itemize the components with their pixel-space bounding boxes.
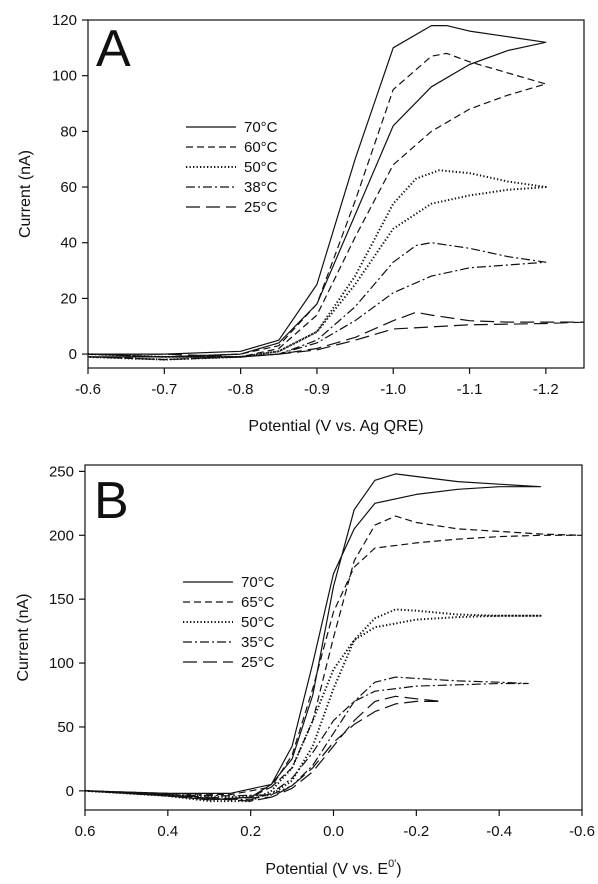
legend-label: 25°C [244, 199, 278, 216]
panel-b: 70°C 65°C 50°C 35°C 25°C 0.6 0.4 0.2 0.0 -0.2 -0.… [15, 463, 595, 878]
x-axis-title: Potential (V vs. Ag QRE) [248, 418, 423, 435]
x-axis-title-suffix: ) [396, 861, 401, 878]
y-tick-label: 40 [60, 235, 77, 252]
x-tick-label: -0.4 [486, 823, 512, 840]
panel-a: 70°C 60°C 50°C 38°C 25°C -0.6 -0.7 -0.8 -0.9 -1.… [17, 12, 585, 435]
y-tick-label: 20 [60, 290, 77, 307]
y-axis: 0 20 40 60 80 100 120 [52, 12, 88, 363]
legend-label: 60°C [244, 139, 278, 156]
x-tick-label: -0.6 [75, 381, 101, 398]
series-line [87, 311, 585, 358]
x-tick-label: 0.4 [157, 823, 178, 840]
x-tick-label: -1.2 [533, 381, 559, 398]
y-tick-label: 150 [49, 591, 74, 608]
y-tick-label: 100 [52, 68, 77, 85]
legend: 70°C 60°C 50°C 38°C 25°C [186, 119, 278, 216]
y-axis-title: Current (nA) [15, 593, 32, 681]
x-tick-label: -0.6 [569, 823, 595, 840]
legend-label: 38°C [244, 179, 278, 196]
x-tick-label: 0.6 [75, 823, 96, 840]
y-tick-label: 80 [60, 123, 77, 140]
legend-label: 25°C [241, 654, 275, 671]
y-tick-label: 50 [57, 719, 74, 736]
panel-label: A [96, 20, 131, 78]
legend-label: 50°C [241, 614, 275, 631]
x-tick-label: 0.2 [240, 823, 261, 840]
x-tick-label: -1.1 [457, 381, 483, 398]
series-line [87, 52, 547, 361]
legend-label: 50°C [244, 159, 278, 176]
x-axis: -0.6 -0.7 -0.8 -0.9 -1.0 -1.1 -1.2 [75, 368, 559, 398]
legend-label: 70°C [241, 574, 275, 591]
series-line [87, 242, 547, 361]
x-tick-label: -1.0 [380, 381, 406, 398]
x-axis-title-main: Potential (V vs. E [265, 861, 388, 878]
y-tick-label: 0 [69, 346, 77, 363]
series-line [88, 25, 547, 358]
x-axis: 0.6 0.4 0.2 0.0 -0.2 -0.4 -0.6 [75, 810, 595, 840]
y-tick-label: 120 [52, 12, 77, 29]
series-line [84, 695, 442, 802]
panel-label: B [94, 472, 129, 530]
x-tick-label: -0.8 [228, 381, 254, 398]
x-tick-label: -0.7 [151, 381, 177, 398]
series-line [84, 676, 529, 801]
series-line [84, 473, 542, 801]
legend-label: 35°C [241, 634, 275, 651]
x-tick-label: -0.2 [403, 823, 429, 840]
y-tick-label: 100 [49, 655, 74, 672]
y-tick-label: 0 [66, 783, 74, 800]
x-axis-title-superscript: 0' [388, 858, 396, 870]
x-tick-label: -0.9 [304, 381, 330, 398]
y-axis: 0 50 100 150 200 250 [49, 463, 85, 800]
y-tick-label: 200 [49, 527, 74, 544]
legend: 70°C 65°C 50°C 35°C 25°C [183, 574, 275, 671]
x-tick-label: 0.0 [323, 823, 344, 840]
y-axis-title: Current (nA) [17, 150, 34, 238]
legend-label: 65°C [241, 594, 275, 611]
plot-frame [87, 19, 585, 369]
legend-label: 70°C [244, 119, 278, 136]
y-tick-label: 60 [60, 179, 77, 196]
x-axis-title: Potential (V vs. E0') [265, 858, 401, 878]
series-line [87, 169, 547, 361]
y-tick-label: 250 [49, 463, 74, 480]
